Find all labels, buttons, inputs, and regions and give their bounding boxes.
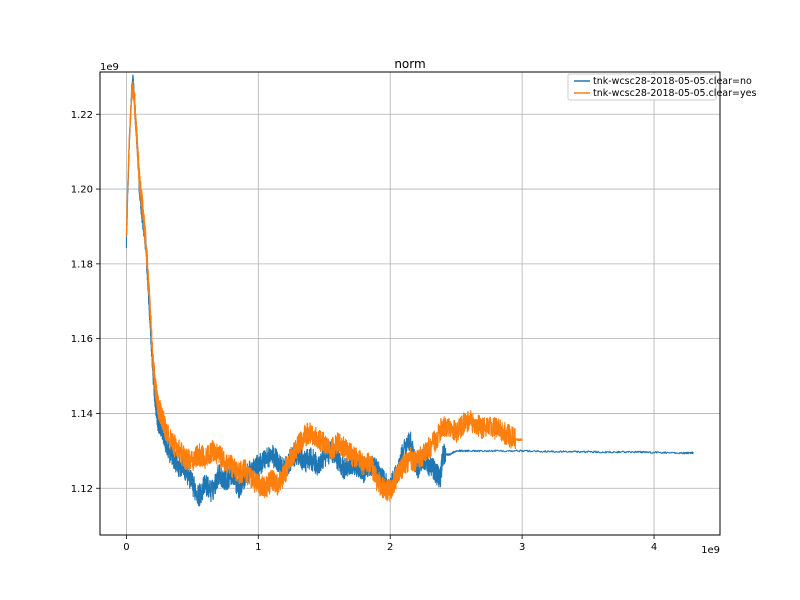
legend-box [567,73,717,101]
x-tick-label: 0 [123,542,129,553]
y-tick-label: 1.14 [71,409,93,420]
series-layer [125,74,694,507]
y-tick-label: 1.22 [71,110,93,121]
grid-layer [100,72,720,535]
y-tick-label: 1.16 [71,334,93,345]
x-tick-label: 3 [519,542,525,553]
y-tick-label: 1.20 [71,185,93,196]
x-tick-label: 2 [387,542,393,553]
y-offset-label: 1e9 [100,62,119,73]
plot-frame [99,71,721,536]
ticks-layer: 0 1 2 3 4 1.12 1.14 1.16 1.18 1.20 1.22 [71,110,657,553]
legend: tnk-wcsc28-2018-05-05.clear=no tnk-wcsc2… [567,73,756,101]
y-tick-label: 1.12 [71,484,93,495]
legend-label-yes: tnk-wcsc28-2018-05-05.clear=yes [593,88,756,99]
x-offset-label: 1e9 [701,545,720,556]
chart-title: norm [394,57,425,71]
legend-label-no: tnk-wcsc28-2018-05-05.clear=no [593,76,752,87]
x-tick-label: 4 [651,542,657,553]
x-tick-label: 1 [255,542,261,553]
y-tick-label: 1.18 [71,259,93,270]
series-line-clear-yes [125,81,523,502]
